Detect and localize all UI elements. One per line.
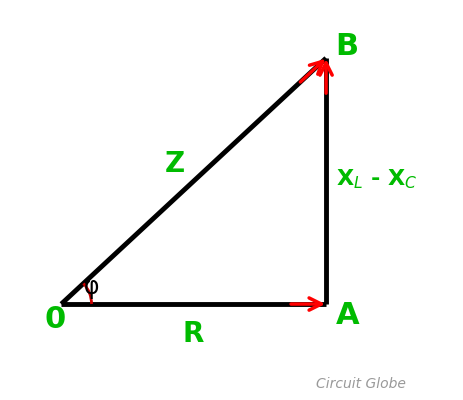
Text: 0: 0 [44, 305, 65, 334]
Text: B: B [336, 32, 359, 61]
Text: X$_L$ - X$_C$: X$_L$ - X$_C$ [336, 167, 417, 191]
Text: Z: Z [165, 150, 185, 178]
Text: Circuit Globe: Circuit Globe [316, 377, 406, 391]
Text: R: R [183, 320, 204, 348]
Text: φ: φ [84, 275, 99, 299]
Text: A: A [336, 301, 359, 330]
